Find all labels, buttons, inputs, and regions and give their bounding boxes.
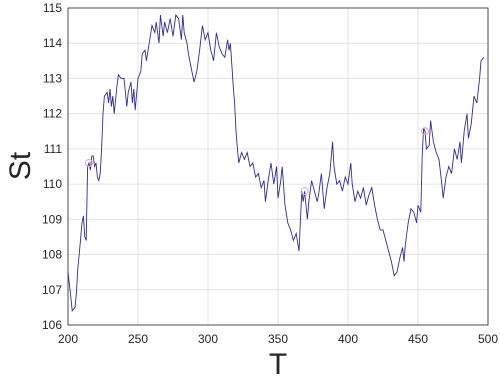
y-tick-label: 107 [42, 283, 62, 297]
y-tick-label: 113 [43, 71, 62, 85]
x-tick-label: 400 [338, 332, 358, 346]
x-tick-label: 500 [478, 332, 498, 346]
y-tick-label: 112 [43, 107, 62, 121]
y-tick-label: 115 [43, 1, 62, 15]
x-tick-label: 250 [128, 332, 148, 346]
y-tick-label: 108 [42, 248, 62, 262]
x-axis-label: T [269, 348, 287, 381]
marker [421, 127, 429, 136]
x-tick-label: 450 [408, 332, 428, 346]
marker [300, 187, 309, 196]
x-tick-label: 350 [268, 332, 288, 346]
x-tick-label: 300 [198, 332, 218, 346]
axes-box [67, 7, 489, 326]
y-tick-label: 109 [42, 212, 62, 226]
y-tick-label: 111 [44, 142, 63, 156]
x-tick-label: 200 [58, 332, 78, 346]
y-axis-label: St [4, 151, 37, 180]
data-line [67, 13, 485, 313]
y-tick-label: 114 [43, 36, 62, 50]
y-tick-label: 106 [42, 318, 62, 332]
y-tick-label: 110 [43, 177, 62, 191]
marker [85, 158, 93, 167]
